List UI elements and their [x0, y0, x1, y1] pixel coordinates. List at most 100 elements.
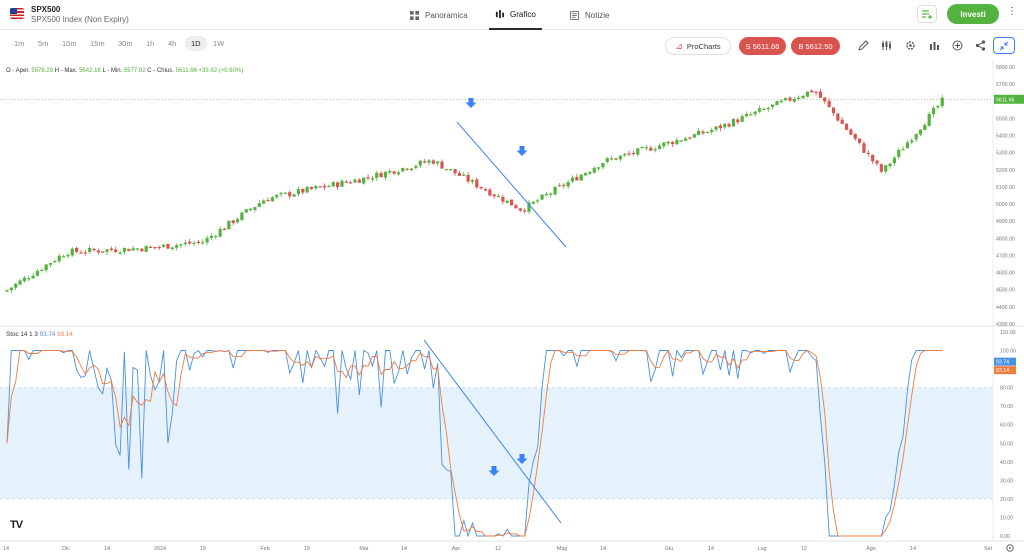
- settings-icon[interactable]: [905, 40, 916, 51]
- timeframe-5m[interactable]: 5m: [38, 39, 49, 48]
- indicators-icon[interactable]: [881, 40, 892, 51]
- time-tick-label: Mar: [359, 546, 368, 552]
- candle-body: [353, 179, 357, 183]
- candle-body: [423, 161, 427, 163]
- overview-icon: [410, 10, 419, 20]
- candle-body: [279, 192, 283, 195]
- candle-body: [749, 114, 753, 116]
- candle-body: [114, 249, 118, 253]
- stochastic-tick-label: 30.00: [1000, 478, 1013, 484]
- candle-body: [858, 138, 862, 143]
- candle-body: [927, 113, 931, 126]
- candle-body: [757, 108, 762, 112]
- more-options-icon[interactable]: ⋮: [1007, 6, 1017, 17]
- last-price-label: 5611.66: [996, 97, 1014, 103]
- candle-body: [831, 107, 836, 114]
- timeframe-1m[interactable]: 1m: [14, 39, 25, 48]
- candle-body: [453, 168, 457, 174]
- invest-button[interactable]: Investi: [947, 4, 999, 24]
- candle-body: [705, 131, 709, 134]
- candle-body: [340, 180, 344, 187]
- candle-body: [5, 290, 9, 292]
- stochastic-legend[interactable]: Stoc 14 1 3 93.74 93.14: [6, 331, 73, 338]
- time-tick-label: 2024: [154, 546, 166, 552]
- time-tick-label: 14: [401, 546, 407, 552]
- chart-icon: [495, 9, 504, 18]
- buy-button[interactable]: B 5612.50: [791, 37, 840, 55]
- collapse-button[interactable]: [993, 37, 1015, 54]
- candle-body: [414, 165, 418, 168]
- sell-button[interactable]: S 5611.66: [739, 37, 786, 55]
- timeframe-30m[interactable]: 30m: [118, 39, 133, 48]
- price-tick-label: 4900.00: [996, 219, 1015, 225]
- tab-chart[interactable]: Grafico: [489, 0, 542, 30]
- candle-body: [914, 134, 918, 140]
- candle-body: [488, 189, 492, 196]
- candle-body: [27, 278, 31, 280]
- candle-body: [523, 210, 527, 212]
- draw-icon[interactable]: [858, 40, 869, 51]
- time-tick-label: 14: [708, 546, 714, 552]
- candle-body: [227, 220, 231, 229]
- candle-body: [901, 149, 905, 151]
- candle-body: [235, 219, 240, 223]
- candle-body: [40, 269, 44, 272]
- time-tick-label: 14: [3, 546, 9, 552]
- tab-news[interactable]: Notizie: [564, 0, 615, 30]
- time-tick-label: Lug: [758, 546, 767, 552]
- stochastic-d-badge: [994, 366, 1016, 375]
- stochastic-tick-label: 10.00: [1000, 515, 1013, 521]
- candle-body: [331, 182, 335, 187]
- candle-body: [118, 252, 122, 254]
- candle-body: [131, 248, 135, 251]
- time-tick-label: Set: [984, 546, 993, 552]
- candle-body: [53, 260, 57, 263]
- share-icon[interactable]: [975, 40, 986, 51]
- stochastic-k-value: 93.74: [39, 331, 56, 338]
- time-tick-label: 15: [200, 546, 206, 552]
- timeframe-1W[interactable]: 1W: [213, 39, 225, 48]
- procharts-icon: ⊿: [675, 40, 683, 51]
- tab-chart-label: Grafico: [510, 9, 536, 19]
- chart-type-icon[interactable]: [929, 40, 940, 51]
- timeframe-15m[interactable]: 15m: [90, 39, 105, 48]
- candle-body: [592, 168, 596, 173]
- candle-body: [31, 275, 35, 279]
- timeframe-1h[interactable]: 1h: [146, 39, 155, 48]
- candle-body: [170, 247, 174, 250]
- candle-body: [636, 148, 640, 155]
- timeframe-10m[interactable]: 10m: [62, 39, 77, 48]
- candle-body: [814, 91, 818, 93]
- stochastic-trendline: [423, 339, 562, 524]
- settings-gear-ring: [1006, 544, 1014, 552]
- candle-body: [588, 171, 592, 174]
- chart-area[interactable]: 5800.005700.005600.005500.005400.005300.…: [0, 60, 1024, 556]
- candle-body: [627, 153, 631, 155]
- price-tick-label: 4300.00: [996, 322, 1015, 328]
- candle-body: [866, 152, 870, 155]
- candle-body: [418, 160, 422, 166]
- procharts-button[interactable]: ⊿ ProCharts: [665, 37, 731, 55]
- candle-body: [88, 247, 92, 252]
- candle-body: [779, 100, 783, 103]
- chart-canvas[interactable]: 5800.005700.005600.005500.005400.005300.…: [0, 60, 1024, 556]
- candle-body: [396, 172, 401, 175]
- candle-body: [818, 91, 823, 98]
- stochastic-tick-label: 0.00: [1000, 534, 1010, 540]
- timeframe-1D[interactable]: 1D: [185, 36, 207, 51]
- candle-body: [670, 142, 675, 145]
- close-value: 5611.66: [175, 68, 197, 74]
- down-arrow-icon: [488, 466, 500, 476]
- down-arrow-icon: [516, 454, 528, 464]
- tab-overview[interactable]: Panoramica: [404, 0, 474, 30]
- price-tick-label: 5100.00: [996, 185, 1015, 191]
- watchlist-button[interactable]: [917, 5, 937, 23]
- stochastic-tick-label: 60.00: [1000, 423, 1013, 429]
- candle-body: [884, 165, 888, 172]
- low-label: L - Min.: [102, 68, 123, 74]
- candle-body: [283, 192, 287, 194]
- timeframe-4h[interactable]: 4h: [168, 39, 177, 48]
- last-price-badge: [994, 94, 1024, 104]
- candle-body: [314, 186, 318, 189]
- add-icon[interactable]: [952, 40, 963, 51]
